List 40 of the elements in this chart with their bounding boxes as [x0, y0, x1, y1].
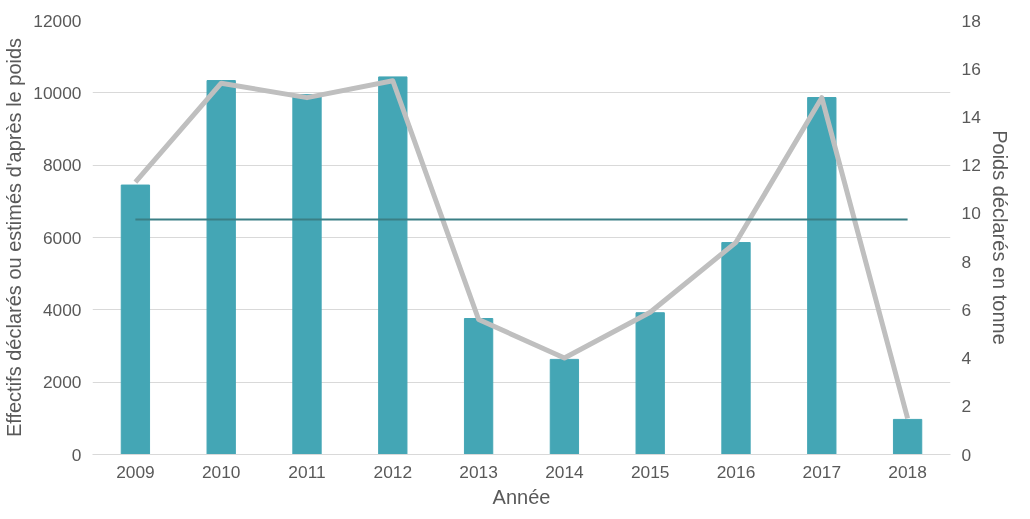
x-tick-label: 2017 — [802, 461, 842, 482]
y2-tick-label: 4 — [961, 348, 972, 369]
y2-tick-label: 12 — [961, 155, 981, 176]
y2-tick-label: 0 — [961, 444, 972, 465]
x-tick-label: 2016 — [716, 461, 756, 482]
bar — [463, 318, 494, 455]
bar — [120, 184, 151, 455]
bar — [292, 94, 322, 455]
x-tick-label: 2010 — [201, 461, 241, 482]
x-tick-label: 2012 — [373, 461, 413, 482]
x-tick-label: 2014 — [545, 461, 585, 482]
x-tick-label: 2015 — [630, 461, 670, 482]
x-tick-label: 2013 — [459, 461, 498, 482]
y-tick-label: 6000 — [42, 227, 82, 248]
y2-tick-label: 2 — [961, 396, 972, 417]
y-tick-label: 4000 — [42, 299, 82, 320]
x-tick-label: 2009 — [116, 461, 155, 482]
y2-tick-label: 8 — [961, 251, 972, 272]
y2-tick-label: 16 — [961, 58, 981, 79]
y2-tick-label: 6 — [961, 299, 972, 320]
x-tick-label: 2018 — [888, 461, 927, 482]
bar — [892, 418, 923, 455]
bar — [206, 80, 236, 455]
y-axis-title: Effectifs déclarés ou estimés d'après le poids — [3, 37, 26, 438]
bar — [549, 358, 580, 455]
y-tick-label: 12000 — [33, 10, 82, 31]
bar — [635, 312, 665, 455]
y-tick-label: 8000 — [42, 155, 82, 176]
x-tick-label: 2011 — [288, 461, 326, 482]
bar — [378, 76, 408, 455]
y2-tick-label: 10 — [961, 203, 981, 224]
y2-axis-title: Poids déclarés en tonne — [988, 130, 1011, 345]
bar — [807, 97, 837, 455]
bar — [721, 242, 751, 455]
y2-tick-label: 18 — [961, 10, 981, 31]
y-tick-label: 10000 — [33, 82, 82, 103]
x-axis-title: Année — [492, 485, 551, 508]
y-tick-label: 0 — [71, 444, 82, 465]
y-tick-label: 2000 — [42, 372, 82, 393]
y2-tick-label: 14 — [961, 106, 982, 127]
